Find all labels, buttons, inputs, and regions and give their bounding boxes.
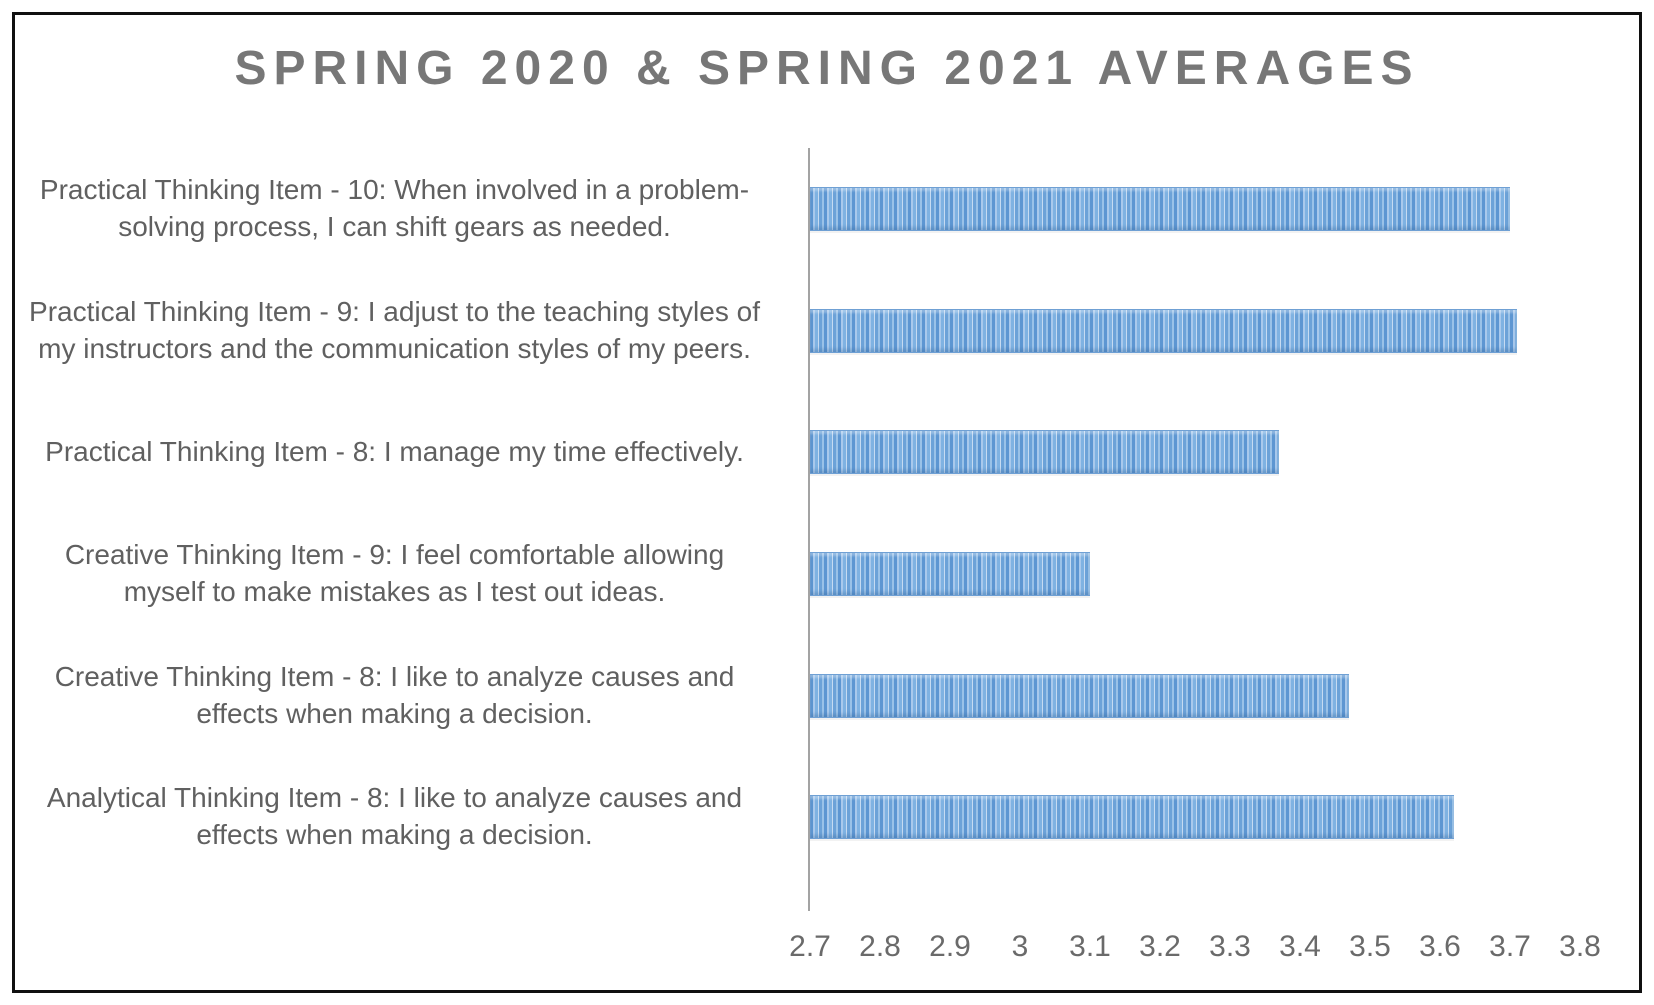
x-tick-label: 3.8 [1559, 930, 1601, 963]
bar-rows [810, 148, 1580, 878]
x-tick-label: 3 [1011, 930, 1029, 963]
bar [810, 673, 1349, 718]
y-axis-line [808, 148, 810, 911]
plot-area [808, 148, 1580, 911]
x-tick-label: 3.4 [1279, 930, 1321, 963]
bar [810, 430, 1279, 475]
category-label: Analytical Thinking Item - 8: I like to … [46, 782, 743, 851]
x-tick-label: 2.7 [789, 930, 831, 963]
x-tick-label: 3.5 [1349, 930, 1391, 963]
chart-frame: SPRING 2020 & SPRING 2021 AVERAGES Pract… [12, 12, 1642, 993]
x-tick-label: 2.9 [929, 930, 971, 963]
bar [810, 795, 1454, 840]
bar [810, 551, 1090, 596]
x-tick-label: 3.3 [1209, 930, 1251, 963]
category-labels: Practical Thinking Item - 10: When invol… [27, 148, 762, 878]
category-label: Practical Thinking Item - 10: When invol… [39, 173, 750, 242]
category-label: Practical Thinking Item - 9: I adjust to… [29, 295, 760, 364]
category-label: Creative Thinking Item - 9: I feel comfo… [64, 538, 725, 607]
x-tick-label: 2.8 [859, 930, 901, 963]
bar-row [810, 513, 1580, 635]
x-tick-label: 3.2 [1139, 930, 1181, 963]
bar-row [810, 148, 1580, 270]
bar [810, 308, 1517, 353]
bar [810, 186, 1510, 231]
x-tick-label: 3.7 [1489, 930, 1531, 963]
bar-row [810, 635, 1580, 757]
x-tick-label: 3.6 [1419, 930, 1461, 963]
x-tick-label: 3.1 [1069, 930, 1111, 963]
bar-row [810, 270, 1580, 392]
category-label: Creative Thinking Item - 8: I like to an… [54, 660, 735, 729]
x-axis-labels: 2.7 2.8 2.9 3 3.1 3.2 3.3 3.4 3.5 3.6 3.7 3.8 [789, 930, 1601, 970]
category-label: Practical Thinking Item - 8: I manage my… [45, 435, 744, 467]
chart-title: SPRING 2020 & SPRING 2021 AVERAGES [234, 42, 1420, 95]
bar-row [810, 756, 1580, 878]
bar-row [810, 391, 1580, 513]
